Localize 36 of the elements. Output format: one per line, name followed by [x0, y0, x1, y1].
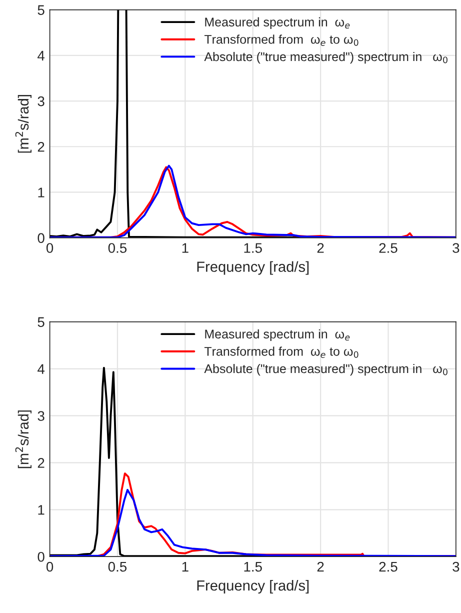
x-tick-label: 2	[317, 562, 324, 572]
y-tick-label: 2	[38, 142, 44, 152]
y-axis-title: [m$^{2}$s/rad]	[15, 95, 32, 153]
legend-label: Absolute ("true measured") spectrum in ω$_{0}$	[204, 364, 448, 376]
x-tick-label: 2.5	[379, 243, 398, 253]
y-tick-label: 3	[38, 96, 44, 106]
x-tick-label: 0.5	[108, 562, 127, 572]
x-tick-label: 3	[452, 562, 460, 572]
y-tick-label: 4	[38, 50, 45, 60]
y-tick-label: 4	[38, 364, 45, 374]
legend-label: Absolute ("true measured") spectrum in ω$_{0}$	[204, 52, 448, 64]
legend-label: Transformed from ω$_{e}$ to ω$_{0}$	[204, 34, 358, 46]
x-axis-title: Frequency [rad/s]	[197, 580, 309, 594]
y-tick-label: 0	[38, 552, 44, 562]
x-tick-label: 1.5	[244, 243, 262, 253]
y-tick-label: 5	[38, 5, 44, 15]
x-tick-label: 0	[46, 562, 54, 572]
x-tick-label: 1	[182, 243, 188, 253]
y-tick-label: 0	[38, 233, 44, 244]
legend-label: Measured spectrum in ω$_{e}$	[205, 17, 350, 29]
legend-label: Transformed from ω$_{e}$ to ω$_{0}$	[204, 346, 358, 358]
y-tick-label: 5	[38, 317, 44, 327]
y-axis-title: [m$^{2}$s/rad]	[15, 410, 32, 468]
x-tick-label: 2	[317, 243, 324, 253]
x-tick-label: 0.5	[108, 243, 127, 253]
x-tick-label: 2.5	[379, 562, 398, 572]
y-tick-label: 3	[38, 411, 44, 421]
x-tick-label: 3	[452, 243, 460, 253]
x-axis-title: Frequency [rad/s]	[197, 261, 309, 275]
x-tick-label: 1	[182, 562, 188, 572]
x-tick-label: 0	[46, 243, 54, 253]
y-tick-label: 2	[38, 458, 44, 468]
y-tick-label: 1	[38, 505, 44, 515]
y-tick-label: 1	[38, 188, 44, 198]
legend-label: Measured spectrum in ω$_{e}$	[205, 329, 350, 341]
x-tick-label: 1.5	[244, 562, 262, 572]
